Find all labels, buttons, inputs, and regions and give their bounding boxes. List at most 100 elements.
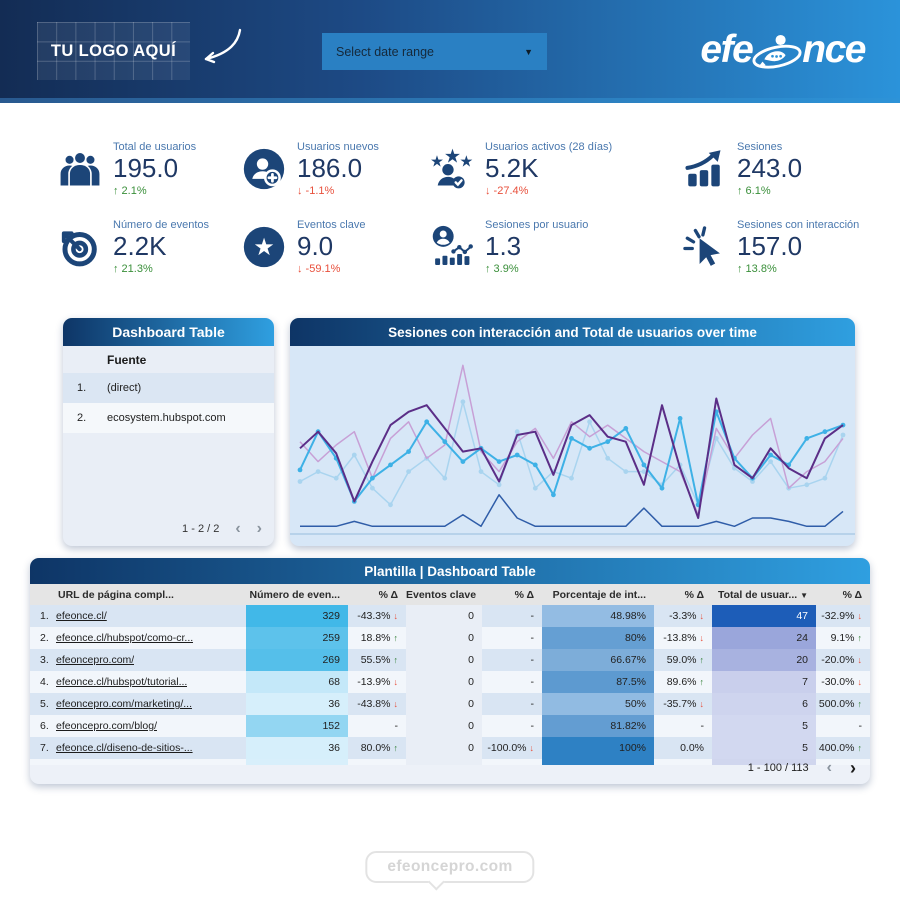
users-delta-cell: 9.1% ↑ bbox=[830, 632, 862, 644]
header-banner: TU LOGO AQUÍ Select date range ▼ efe nce bbox=[0, 0, 900, 103]
total-users-cell: 5 bbox=[712, 737, 816, 759]
column-header[interactable]: Número de even... bbox=[249, 588, 340, 601]
page-url-link[interactable]: efeoncepro.com/ bbox=[56, 654, 135, 666]
events-delta-cell: - bbox=[394, 720, 399, 732]
key-events-cell: 0 bbox=[406, 671, 482, 693]
next-page-icon[interactable]: › bbox=[256, 520, 262, 537]
date-range-selector[interactable]: Select date range ▼ bbox=[322, 33, 547, 70]
kpi-label: Número de eventos bbox=[113, 218, 209, 231]
total-users-cell: 47 bbox=[712, 605, 816, 627]
source-table-row[interactable]: 2. ecosystem.hubspot.com bbox=[63, 403, 274, 433]
key-events-cell: 0 bbox=[406, 627, 482, 649]
main-table-pagination: 1 - 100 / 113 ‹ › bbox=[748, 759, 856, 777]
kpi-label: Eventos clave bbox=[297, 218, 366, 231]
engagement-rate-cell: 87.5% bbox=[542, 671, 654, 693]
row-index: 6. bbox=[40, 720, 49, 732]
events-count-cell: 36 bbox=[246, 737, 348, 759]
events-delta-cell: -43.8% ↓ bbox=[357, 698, 398, 710]
row-index: 4. bbox=[40, 676, 49, 688]
page-url-link[interactable]: efeonce.cl/hubspot/como-cr... bbox=[56, 632, 194, 644]
kpi-delta: ↓ -59.1% bbox=[297, 263, 341, 276]
page-url-link[interactable]: efeonce.cl/hubspot/tutorial... bbox=[56, 676, 188, 688]
row-index bbox=[30, 759, 56, 765]
svg-text:★: ★ bbox=[430, 152, 444, 170]
timeseries-chart bbox=[290, 364, 855, 535]
column-header[interactable]: URL de página compl... bbox=[58, 588, 174, 601]
events-count-cell: 152 bbox=[246, 715, 348, 737]
key-events-cell bbox=[406, 759, 482, 765]
row-index: 2. bbox=[40, 632, 49, 644]
key-events-delta-cell: - bbox=[530, 632, 535, 644]
column-header[interactable]: Eventos clave bbox=[406, 588, 477, 601]
column-header[interactable]: % Δ bbox=[684, 588, 704, 601]
key-events-delta-cell: - bbox=[530, 698, 535, 710]
column-header[interactable]: Total de usuar... ▼ bbox=[718, 588, 808, 601]
users-delta-cell: 500.0% ↑ bbox=[818, 698, 862, 710]
engagement-rate-cell bbox=[542, 759, 654, 765]
brand-orbit-rocket-icon bbox=[752, 34, 802, 69]
source-table-row[interactable]: 1. (direct) bbox=[63, 373, 274, 403]
kpi-value: 186.0 bbox=[297, 152, 363, 183]
total-users-cell: 5 bbox=[712, 715, 816, 737]
logo-placeholder: TU LOGO AQUÍ bbox=[37, 22, 190, 80]
page-url-link[interactable]: efeoncepro.com/blog/ bbox=[56, 720, 157, 732]
engagement-rate-cell: 50% bbox=[542, 693, 654, 715]
engagement-delta-cell: 89.6% ↑ bbox=[666, 676, 704, 688]
footer-watermark: efeoncepro.com bbox=[365, 851, 535, 883]
table-row: 5. efeoncepro.com/marketing/... 36 -43.8… bbox=[30, 693, 870, 715]
events-delta-cell: 55.5% ↑ bbox=[360, 654, 398, 666]
main-table-rows: 1. efeonce.cl/ 329 -43.3% ↓ 0 - 48.98% -3… bbox=[30, 605, 870, 765]
prev-page-icon[interactable]: ‹ bbox=[826, 759, 832, 776]
svg-text:★: ★ bbox=[253, 233, 274, 261]
total-users-cell: 20 bbox=[712, 649, 816, 671]
column-header[interactable]: Porcentaje de int... bbox=[552, 588, 646, 601]
cursor-click-icon bbox=[682, 225, 726, 269]
page-url-link[interactable]: efeonce.cl/diseno-de-sitios-... bbox=[56, 742, 193, 754]
timeseries-chart-card: Sesiones con interacción and Total de us… bbox=[290, 318, 855, 546]
source-table-column-header: Fuente bbox=[63, 346, 274, 373]
kpi-label: Sesiones por usuario bbox=[485, 218, 589, 231]
kpi-delta: ↓ -1.1% bbox=[297, 185, 335, 198]
kpi-value: 243.0 bbox=[737, 152, 803, 183]
page-url-link[interactable]: efeoncepro.com/marketing/... bbox=[56, 698, 192, 710]
kpi-value: 157.0 bbox=[737, 230, 803, 261]
engagement-delta-cell: -3.3% ↓ bbox=[669, 610, 704, 622]
engagement-rate-cell: 66.67% bbox=[542, 649, 654, 671]
key-events-cell: 0 bbox=[406, 605, 482, 627]
table-row: 1. efeonce.cl/ 329 -43.3% ↓ 0 - 48.98% -3… bbox=[30, 605, 870, 627]
engagement-delta-cell: -35.7% ↓ bbox=[663, 698, 704, 710]
events-count-cell: 329 bbox=[246, 605, 348, 627]
kpi-value: 195.0 bbox=[113, 152, 179, 183]
source-table-rows: 1. (direct) 2. ecosystem.hubspot.com bbox=[63, 373, 274, 433]
kpi-label: Sesiones bbox=[737, 140, 783, 153]
row-index: 5. bbox=[40, 698, 49, 710]
table-row: 4. efeonce.cl/hubspot/tutorial... 68 -13… bbox=[30, 671, 870, 693]
events-delta-cell: -13.9% ↓ bbox=[357, 676, 398, 688]
column-header[interactable]: % Δ bbox=[842, 588, 862, 601]
next-page-icon[interactable]: › bbox=[850, 758, 856, 778]
kpi-card: Total de usuarios 195.0 ↑ 2.1% bbox=[58, 133, 242, 205]
table-row-partial bbox=[30, 759, 870, 765]
kpi-value: 9.0 bbox=[297, 230, 334, 261]
column-header[interactable]: % Δ bbox=[514, 588, 534, 601]
column-header[interactable]: % Δ bbox=[378, 588, 398, 601]
events-count-cell: 68 bbox=[246, 671, 348, 693]
date-range-label: Select date range bbox=[336, 44, 434, 59]
source-value: ecosystem.hubspot.com bbox=[107, 412, 226, 424]
kpi-delta: ↑ 6.1% bbox=[737, 185, 771, 198]
svg-text:★: ★ bbox=[459, 152, 473, 170]
total-users-cell: 7 bbox=[712, 671, 816, 693]
events-delta-cell bbox=[348, 759, 406, 765]
kpi-card: Usuarios nuevos 186.0 ↓ -1.1% bbox=[242, 133, 430, 205]
engagement-delta-cell: 59.0% ↑ bbox=[666, 654, 704, 666]
source-column-label[interactable]: Fuente bbox=[107, 352, 147, 367]
key-events-cell: 0 bbox=[406, 737, 482, 759]
key-events-delta-cell: - bbox=[530, 654, 535, 666]
engagement-delta-cell: 0.0% bbox=[680, 742, 704, 754]
total-users-cell bbox=[712, 759, 816, 765]
source-table-pagination: 1 - 2 / 2 ‹ › bbox=[182, 521, 262, 537]
users-delta-cell: -20.0% ↓ bbox=[821, 654, 862, 666]
users-delta-cell: -32.9% ↓ bbox=[821, 610, 862, 622]
page-url-link[interactable]: efeonce.cl/ bbox=[56, 610, 107, 622]
prev-page-icon[interactable]: ‹ bbox=[235, 520, 241, 537]
